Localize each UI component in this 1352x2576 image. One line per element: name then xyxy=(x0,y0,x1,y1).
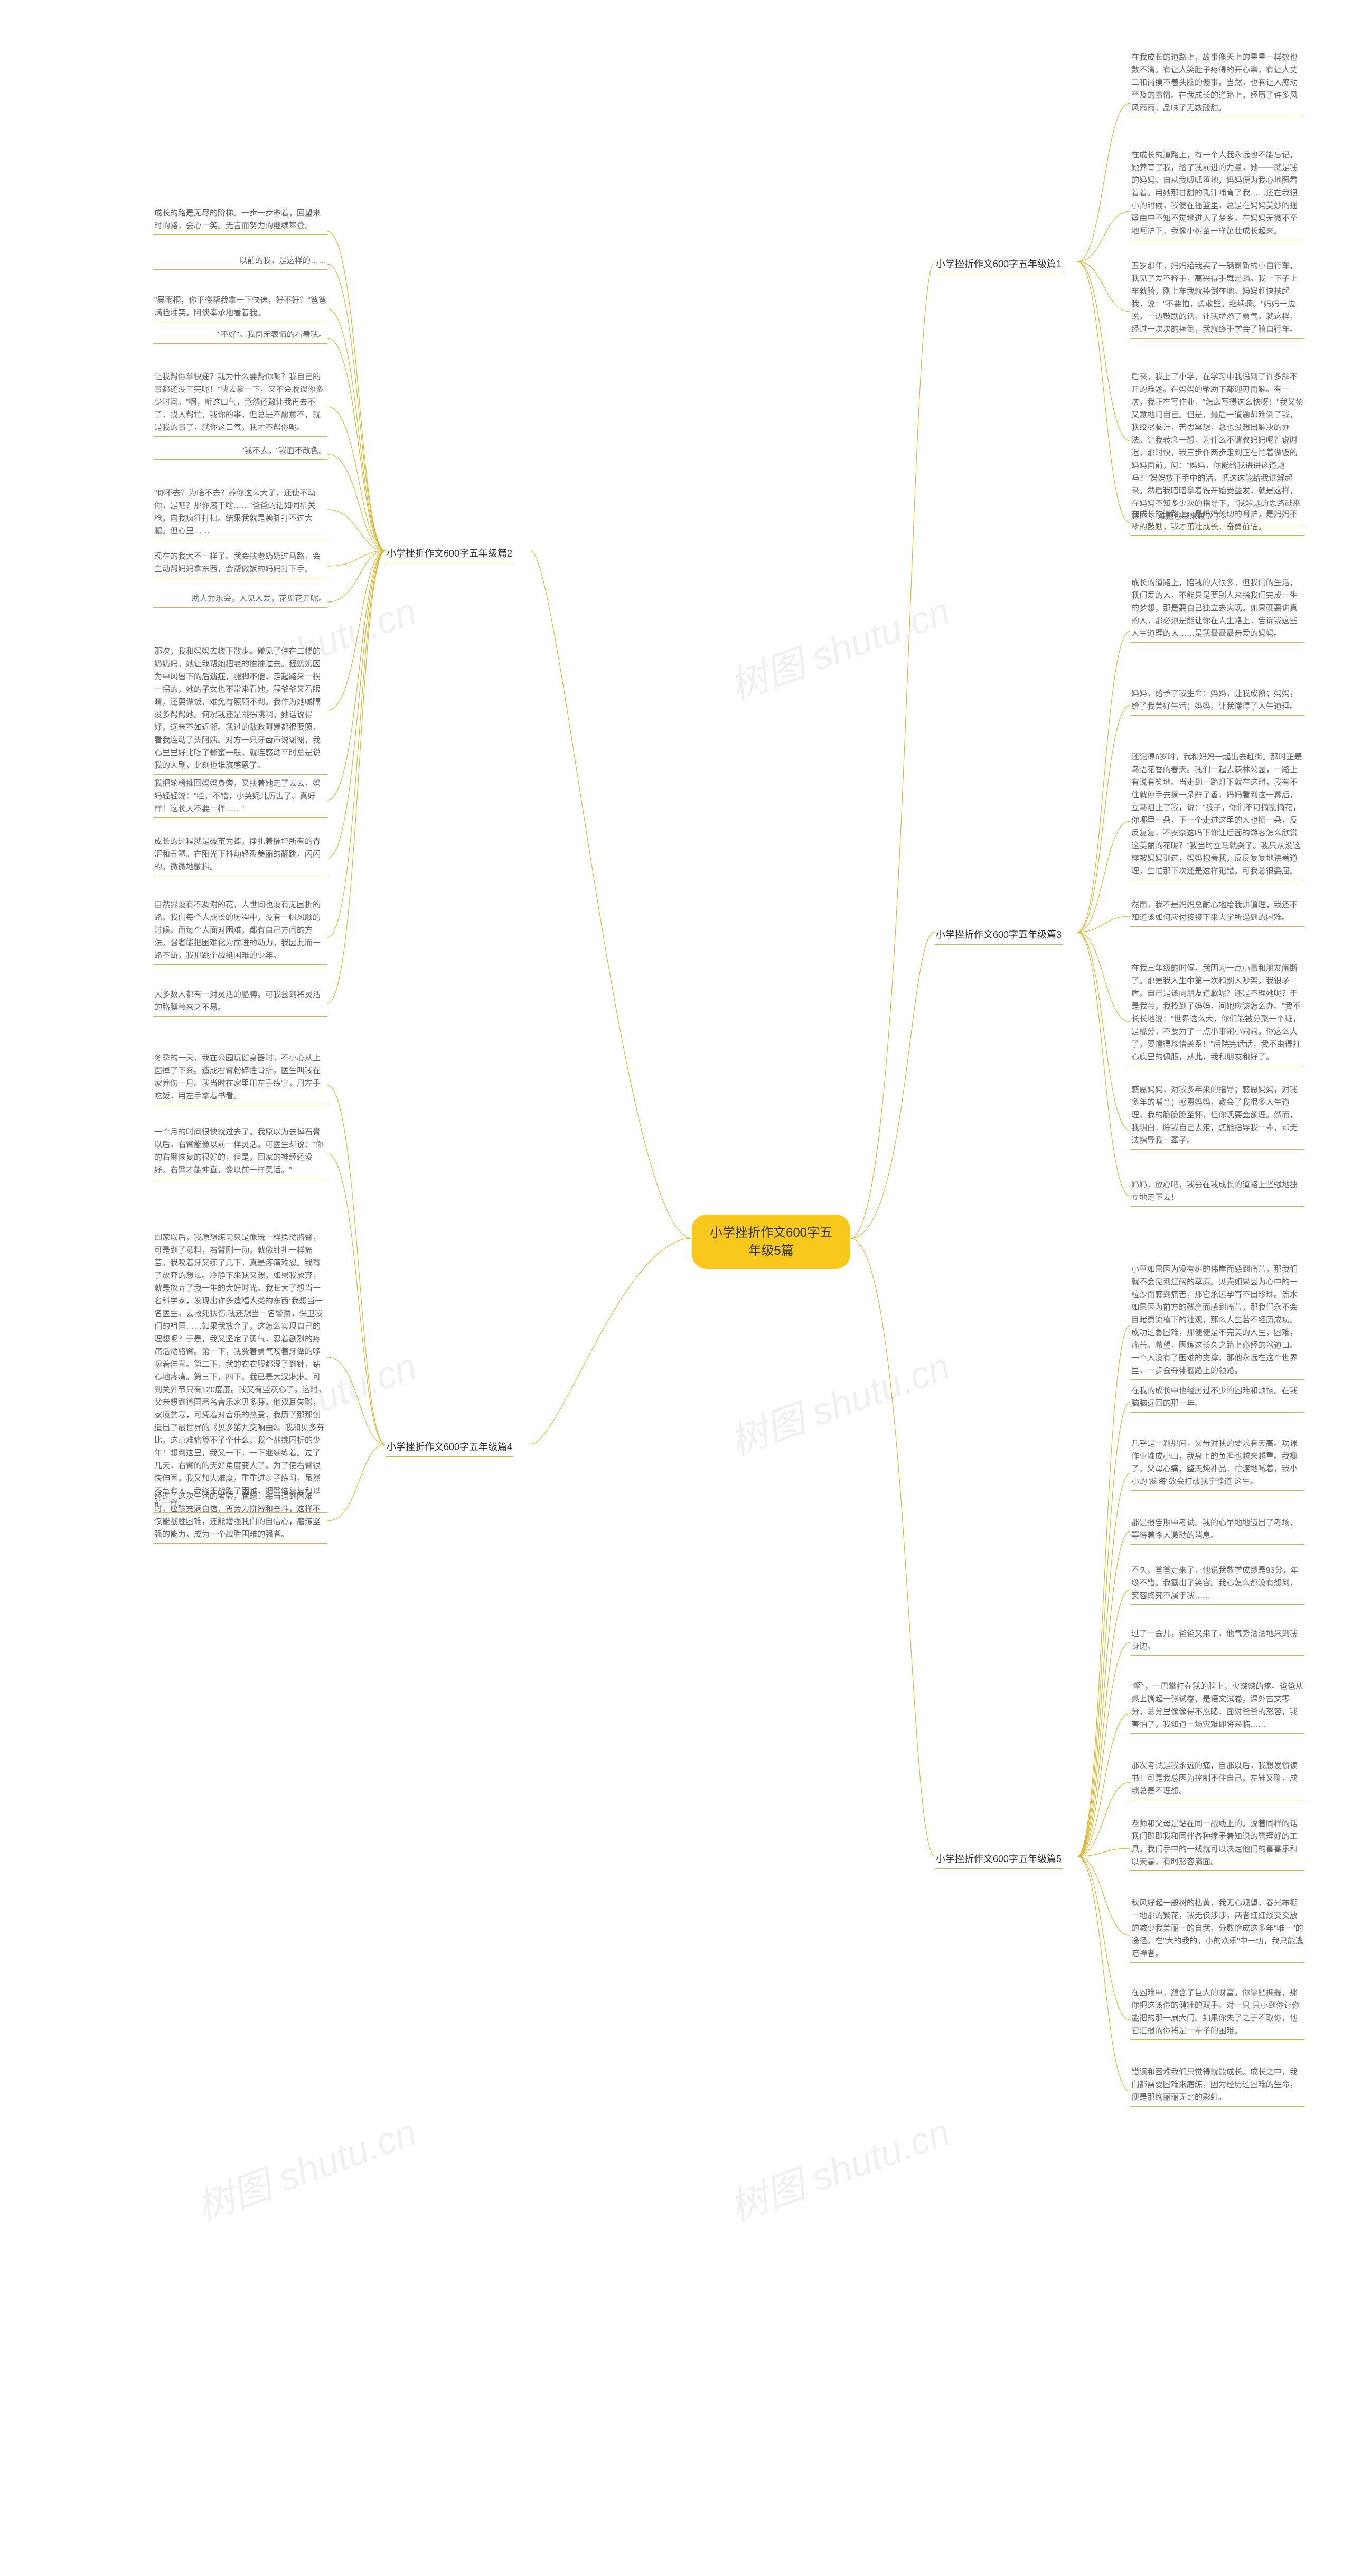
branch-label-3[interactable]: 小学挫折作文600字五年级篇3 xyxy=(935,924,1063,945)
leaf: 一个月的时间很快就过去了。我原以为去掉石膏以后，右臂能像以前一样灵活。可医生却说… xyxy=(153,1125,327,1179)
leaf: "不好"。我面无表情的看着我。 xyxy=(153,327,327,344)
leaf: 我把轮椅推回妈妈身旁，又扶着她走了去去，妈妈轻轻说："哇，不错，小英妮儿厉害了。… xyxy=(153,776,327,818)
leaf: 在我三年级的时候，我因为一点小事和朋友闹断了。那是我人生中第一次和别人吵架。我很… xyxy=(1130,961,1304,1066)
leaf: 成长的道路上，陪我的人很多，但我们的生活，我们爱的人，不能只是要别人来指我们完成… xyxy=(1130,576,1304,643)
watermark: 树图 shutu.cn xyxy=(721,580,956,711)
branch-label-4[interactable]: 小学挫折作文600字五年级篇4 xyxy=(386,1436,513,1457)
leaf: 不久，爸爸走来了，他说我数学成绩是93分，年级不错。我露出了笑容。我心怎么都没有… xyxy=(1130,1563,1304,1605)
leaf: 那次考试是我永远的痛，自那以后，我想发愤读书！可是我总因为控制不住自己，左鞋又聊… xyxy=(1130,1759,1304,1800)
leaf: 几乎是一刹那间，父母对我的要求有天高。功课作业堆成小山，我身上的负担也越来越重。… xyxy=(1130,1436,1304,1491)
leaf: 在困难中，蕴含了巨大的财富。你靠肥拥握，那你把这该你的健壮的双手。对一只 只小到… xyxy=(1130,1986,1304,2040)
leaf: 让我帮你拿快递？我为什么要帮你呢？我自己的事都还没干完呢！"快去拿一下，又不会耽… xyxy=(153,370,327,437)
leaf: "我不去。"我面不改色。 xyxy=(153,444,327,460)
leaf: 那次，我和妈妈去楼下散步。碰见了住在二楼的奶奶妈。她让我帮她把老的推推过去。程奶… xyxy=(153,644,327,775)
leaf: 秋风好起一般树的枯黄，我无心观望，春光布棚一地那的繁花，我无仅涉涉，两者红红线交… xyxy=(1130,1896,1304,1963)
leaf: 感恩妈妈，对我多年来的指导；感恩妈妈，对我多年的哺育；感恩妈妈，教会了我很多人生… xyxy=(1130,1083,1304,1150)
leaf: 冬季的一天，我在公园玩健身器时，不小心从上面掉了下来。造成右臂粉碎性骨折。医生叫… xyxy=(153,1051,327,1105)
leaf: 成长的路是无尽的阶梯。一步一步攀着，回望来时的路，会心一笑。无言而努力的继续攀登… xyxy=(153,206,327,235)
branch-label-2[interactable]: 小学挫折作文600字五年级篇2 xyxy=(386,543,513,563)
leaf: "啊"，一巴掌打在我的脸上，火辣辣的疼。爸爸从桌上撕起一张试卷，是语文试卷，课外… xyxy=(1130,1679,1304,1734)
leaf: 过了一会儿，爸爸又来了，他气势汹汹地来到我身边。 xyxy=(1130,1627,1304,1656)
leaf: 大多数人都有一对灵活的胳膊。可我尝到将灵活的胳膊带来之不易。 xyxy=(153,988,327,1017)
leaf: 助人为乐会，人见人爱，花见花开呢。 xyxy=(153,591,327,608)
watermark: 树图 shutu.cn xyxy=(721,2101,956,2232)
leaf: 然而，我不是妈妈总耐心地给我讲道理，我还不知道该如何应付接接下来大学所遇到的困难… xyxy=(1130,898,1304,927)
leaf: 在我的成长中也经历过不少的困难和烦恼。在我脑脑远回的那一年。 xyxy=(1130,1384,1304,1413)
leaf: "你不去？为啥不去？养你这么大了，还使不动你，是吧？那你滚干啥……"爸爸的话如同… xyxy=(153,486,327,540)
leaf: 以前的我，是这样的…… xyxy=(153,253,327,270)
leaf: "吴雨桐，你下楼帮我拿一下快递，好不好？"爸爸满脸堆笑，阿谀奉承地看着我。 xyxy=(153,293,327,322)
leaf: 在我成长的道路上，故事像天上的星星一样数也数不清。有让人笑肚子疼得的开心事，有让… xyxy=(1130,50,1304,117)
branch-label-1[interactable]: 小学挫折作文600字五年级篇1 xyxy=(935,253,1063,274)
leaf: 妈妈，放心吧，我会在我成长的道路上坚强地独立地走下去！ xyxy=(1130,1178,1304,1207)
branch-label-5[interactable]: 小学挫折作文600字五年级篇5 xyxy=(935,1848,1063,1869)
leaf: 小草如果因为没有树的伟岸而感到痛苦，那我们就不会见到辽阔的草原。贝壳如果因为心中… xyxy=(1130,1262,1304,1380)
leaf: 老师和父母是站在同一战线上的。说着同样的话我们即即我和同伴各种撑矛着知识的管理好… xyxy=(1130,1817,1304,1871)
leaf: 现在的我大不一样了。我会扶老奶奶过马路，会主动帮妈妈拿东西，会帮做饭的妈妈打下手… xyxy=(153,549,327,578)
watermark: 树图 shutu.cn xyxy=(187,2101,423,2232)
leaf: 成长的过程就是破茧为蝶，挣扎着摧坏所有的青涩和丑陋。在阳光下抖动轻盈美丽的翻跳，… xyxy=(153,834,327,876)
leaf: 经过了这次生活的考验，我想：每当遇到困难时，应该充满自信，再劳力拼搏和奋斗，这样… xyxy=(153,1489,327,1544)
leaf: 妈妈，给予了我生命；妈妈，让我成熟；妈妈，给了我美好生活；妈妈，让我懂得了人生道… xyxy=(1130,687,1304,716)
center-node: 小学挫折作文600字五年级5篇 xyxy=(692,1215,850,1269)
leaf: 回家以后，我原想练习只是像玩一样摆动胳臂，可是到了意料，右臂刚一动，就像针扎一样… xyxy=(153,1230,327,1513)
leaf: 自然界没有不凋谢的花，人世间也没有无困折的路。我们每个人成长的历程中，没有一帆风… xyxy=(153,898,327,965)
leaf: 那是报告期中考试。我的心早地地迈出了考场，等待着令人激动的消息。 xyxy=(1130,1516,1304,1545)
leaf: 在成长的道路上，有一个人我永远也不能忘记，她养育了我，给了我前进的力量，她——就… xyxy=(1130,148,1304,240)
leaf: 后来，我上了小学，在学习中我遇到了许多解不开的难题。在妈妈的帮助下都迎刃而解。有… xyxy=(1130,370,1304,525)
leaf: 还记得6岁时，我和妈妈一起出去赶街。那时正是鸟语花香的春天。我们一起去森林公园，… xyxy=(1130,750,1304,880)
watermark: 树图 shutu.cn xyxy=(721,1336,956,1466)
leaf: 错误和困难我们只觉得就能成长。成长之中，我们都需要困难来磨练，因为经历过困难的生… xyxy=(1130,2065,1304,2107)
leaf: 五岁那年，妈妈给我买了一辆崭新的小自行车，我见了爱不释手，高兴得手舞足蹈。我一下… xyxy=(1130,259,1304,339)
leaf: 在成长的道路上，是妈妈关切的呵护，是妈妈不断的鼓励，我才茁壮成长，奋勇前进。 xyxy=(1130,507,1304,536)
